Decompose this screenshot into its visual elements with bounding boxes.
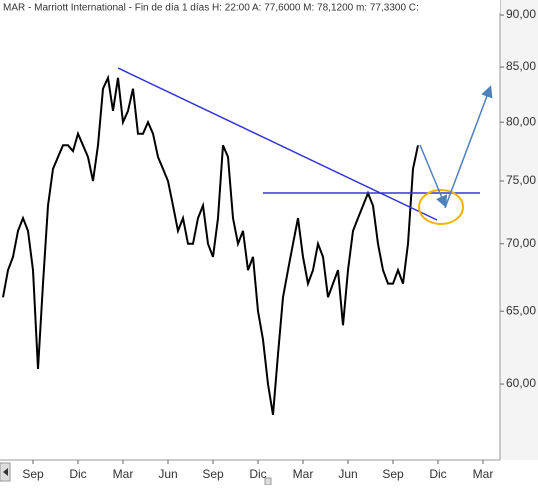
- x-tick-label: Dic: [249, 467, 266, 481]
- x-tick-label: Dic: [429, 467, 446, 481]
- y-tick-label: 90,00: [506, 7, 536, 21]
- header-bg: [0, 0, 500, 13]
- y-tick-label: 65,00: [506, 303, 536, 317]
- y-tick-label: 85,00: [506, 59, 536, 73]
- scroll-arrow: [3, 468, 8, 476]
- trend-line: [117, 67, 438, 221]
- price-axis-panel: [500, 0, 538, 460]
- x-tick-label: Sep: [22, 467, 44, 481]
- chart-title: MAR - Marriott International - Fin de dí…: [3, 3, 419, 14]
- y-tick-label: 80,00: [506, 114, 536, 128]
- price-line: [2, 74, 419, 416]
- x-tick-label: Mar: [113, 467, 134, 481]
- scroll-thumb[interactable]: [264, 477, 272, 486]
- x-tick-label: Sep: [202, 467, 224, 481]
- highlight-ellipse: [418, 189, 464, 225]
- plot: 60,00 65,00 70,00 75,00 80,00 85,00 90,00 Sep Di…: [2, 7, 536, 481]
- arrow: [444, 85, 493, 209]
- x-tick-label: Mar: [293, 467, 314, 481]
- x-tick-label: Mar: [473, 467, 494, 481]
- y-tick-label: 75,00: [506, 173, 536, 187]
- x-tick-label: Jun: [158, 467, 177, 481]
- y-tick-label: 60,00: [506, 376, 536, 390]
- x-tick-label: Jun: [338, 467, 357, 481]
- x-tick-label: Sep: [382, 467, 404, 481]
- arrow: [419, 144, 448, 208]
- x-tick-label: Dic: [69, 467, 86, 481]
- y-tick-label: 70,00: [506, 236, 536, 250]
